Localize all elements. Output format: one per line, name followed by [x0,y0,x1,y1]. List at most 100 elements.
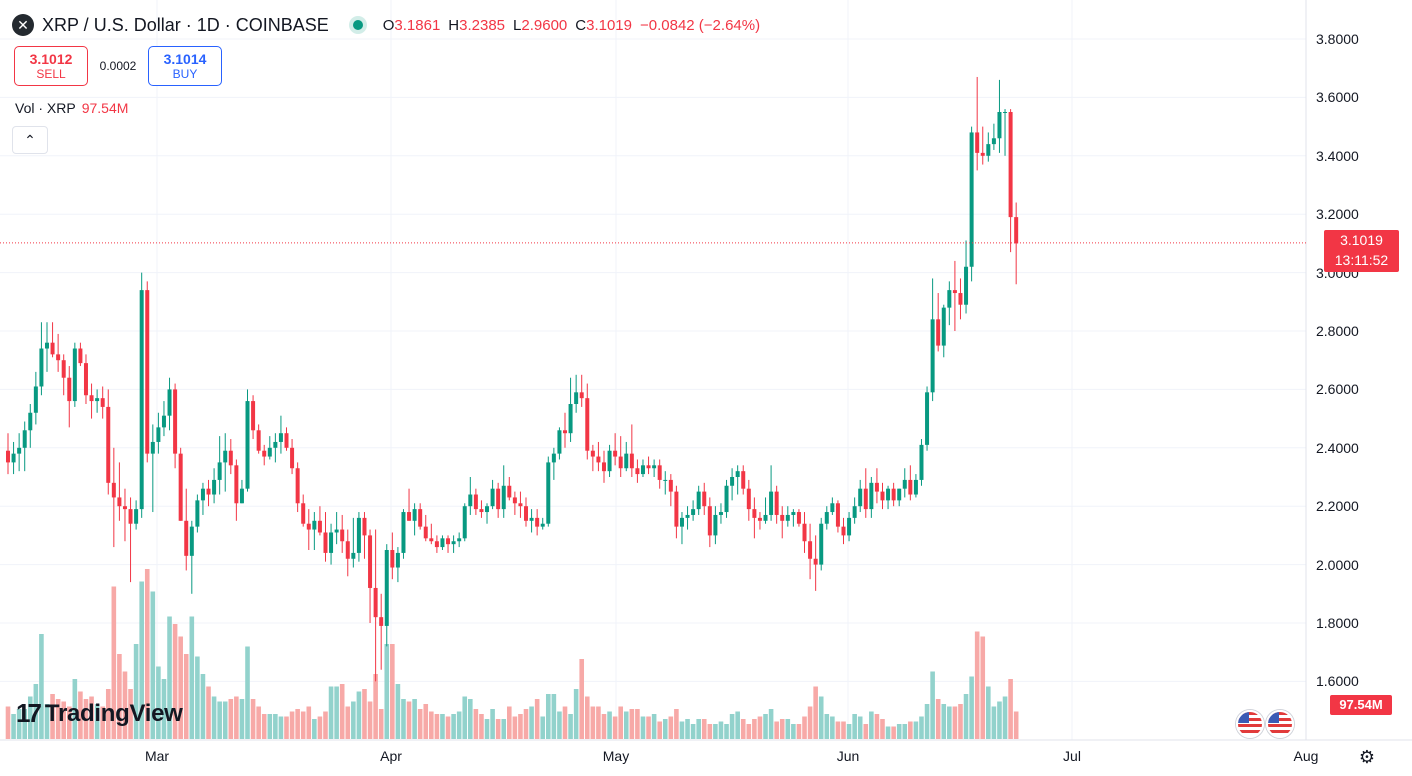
xrp-icon[interactable]: ✕ [12,14,34,36]
candle [295,462,300,513]
candle-body [869,482,874,510]
candle-body [139,290,144,510]
candle [902,468,907,498]
gear-icon[interactable]: ⚙ [1358,747,1376,767]
sell-button[interactable]: 3.1012 SELL [14,46,88,86]
candle [273,433,278,463]
open-label: O [382,16,395,34]
candle [624,441,629,472]
candle-body [50,342,55,355]
buy-button[interactable]: 3.1014 BUY [148,46,222,86]
candle [601,450,606,483]
price-axis-label: 2.6000 [1316,381,1359,398]
volume-bar [356,691,362,739]
candle-body [262,450,267,457]
candle [958,278,963,320]
candle-body [791,512,796,515]
candle [128,497,133,583]
candle-body [629,453,634,469]
volume-bar [646,716,651,739]
us-flag-icon[interactable] [1236,710,1264,738]
volume-bar [111,586,117,739]
volume-bar [774,721,779,739]
collapse-legend-button[interactable]: ⌃ [12,126,48,154]
candle [540,517,545,530]
volume-bar [796,724,802,739]
volume-bar [378,709,384,739]
candle [468,477,473,515]
volume-bar [217,701,222,739]
candle [752,497,757,539]
candle-body [802,523,807,542]
candle-body [184,520,189,556]
candle-body [702,491,707,507]
volume-bar [66,706,72,739]
candle-body [6,450,10,463]
candle [535,509,540,536]
candle [490,479,495,510]
candle [941,304,946,358]
volume-bar [674,709,679,739]
candle-body [785,514,790,521]
time-axis-label: Apr [380,748,402,764]
volume-bar [401,699,406,739]
volume-bar [1002,696,1008,739]
tradingview-mark-icon: 17 [16,698,42,728]
volume-bar [584,696,590,739]
market-status-dot[interactable] [352,20,363,30]
volume-bar [200,674,206,739]
symbol-title[interactable]: XRP / U.S. Dollar · 1D · COINBASE [42,14,329,35]
candle [317,506,322,536]
candle-body [819,523,824,565]
volume-bar [685,719,690,739]
volume-bar [473,709,479,739]
candle-body [351,552,356,559]
candle-body [601,462,606,472]
volume-bar [468,699,473,739]
candle [512,491,517,515]
candle [830,497,835,515]
candle [590,444,595,472]
volume-bar [891,726,896,739]
candle-body [61,360,66,378]
candle-body [964,266,969,305]
candle [100,386,105,419]
candle [407,488,412,521]
volume-bar [807,706,813,739]
candle [479,500,484,518]
volume-bar [573,689,579,739]
candle [863,468,868,518]
volume-bar [668,716,674,739]
volume-bar [830,716,835,739]
candle-body [852,506,857,518]
chevron-up-icon: ⌃ [24,131,36,148]
candle [696,485,701,515]
candle [256,424,261,454]
candle [607,444,612,477]
candle [757,512,762,530]
volume-legend[interactable]: Vol · XRP 97.54M [15,100,128,116]
volume-bar [451,714,456,739]
candle [986,132,991,162]
candle-body [223,450,228,463]
candle-body [479,509,484,513]
candle [390,532,395,580]
candle [401,509,406,559]
candle-body [613,450,618,457]
candle [897,488,902,507]
candle-body [122,506,127,510]
price-axis-label: 2.4000 [1316,439,1359,456]
volume-bar [479,714,484,739]
volume-bar [267,714,273,739]
volume-bar [161,679,167,739]
us-flag-icon[interactable] [1266,710,1294,738]
tradingview-logo[interactable]: 17 TradingView [16,698,183,729]
candle [819,517,824,571]
candle-body [841,526,846,536]
candle-body [590,450,595,457]
candle [824,506,829,530]
volume-bar [813,686,818,739]
volume-bar [601,714,607,739]
close-value: 3.1019 [586,16,632,34]
